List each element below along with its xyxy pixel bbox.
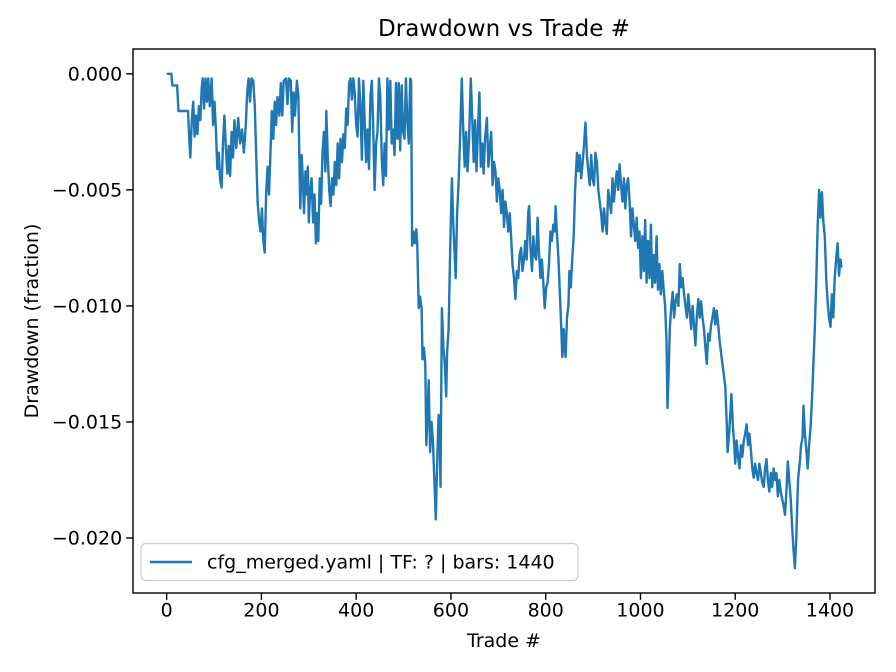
legend-box [140,542,579,582]
plot-frame [132,48,876,594]
y-axis-ticks: 0.000 −0.005 −0.010 −0.015 −0.020 [52,63,133,549]
x-tick-label: 400 [338,599,374,621]
drawdown-line [166,72,843,570]
x-axis-ticks: 0 200 400 600 800 1000 1200 1400 [161,593,854,621]
legend-label: cfg_merged.yaml | TF: ? | bars: 1440 [207,552,555,574]
y-axis-label: Drawdown (fraction) [21,224,43,419]
x-tick-label: 800 [528,599,564,621]
y-tick-label: 0.000 [68,63,122,85]
chart-title: Drawdown vs Trade # [378,16,630,42]
y-tick-label: −0.005 [52,179,122,201]
x-tick-label: 1000 [616,599,664,621]
x-tick-label: 1200 [711,599,759,621]
y-tick-label: −0.015 [52,411,122,433]
x-tick-label: 200 [243,599,279,621]
x-tick-label: 1400 [806,599,854,621]
legend: cfg_merged.yaml | TF: ? | bars: 1440 [140,542,579,582]
y-tick-label: −0.020 [52,527,122,549]
y-tick-label: −0.010 [52,295,122,317]
x-tick-label: 0 [161,599,173,621]
x-tick-label: 600 [433,599,469,621]
x-axis-label: Trade # [466,630,541,652]
